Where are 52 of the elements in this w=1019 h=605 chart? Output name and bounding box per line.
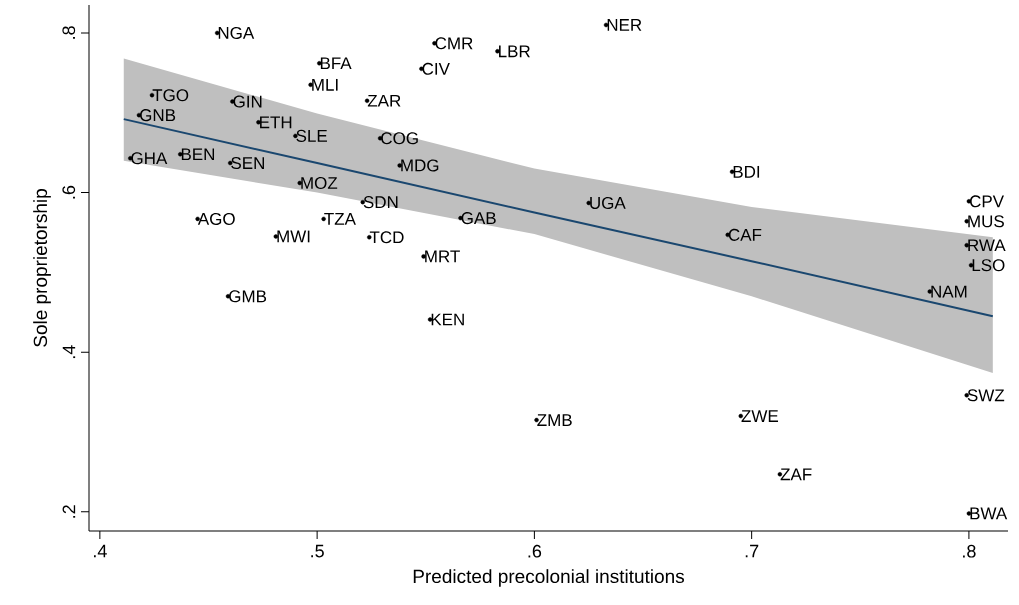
annotation: ZMB [537, 414, 572, 426]
annotation: ZAR [367, 94, 401, 107]
annotation: BFA [320, 57, 352, 70]
annotation: CPV [969, 195, 1004, 208]
annotation: MWI [277, 230, 310, 243]
annotation: MRT [425, 250, 460, 263]
annotation: CAF [728, 228, 762, 241]
annotation: BWA [970, 507, 1008, 520]
y-tick-label: .8 [62, 26, 76, 39]
annotation: GIN [233, 95, 262, 108]
annotation: AGO [197, 212, 235, 225]
annotation: BDI [733, 165, 760, 178]
annotation: SEN [231, 157, 264, 170]
y-tick-label: .6 [62, 185, 76, 199]
annotation: CIV [422, 62, 450, 75]
x-tick-label: .6 [528, 544, 542, 558]
annotation: RWA [968, 239, 1006, 252]
annotation: TZA [324, 213, 356, 225]
annotation: SDN [363, 196, 398, 209]
annotation: SLE [296, 129, 327, 142]
annotation: MUS [968, 215, 1004, 228]
annotation: MOZ [301, 176, 338, 190]
y-tick-label: .4 [62, 345, 76, 359]
annotation: LSO [972, 259, 1005, 272]
annotation: LBR [499, 45, 530, 58]
annotation: BEN [181, 148, 215, 161]
annotation: NGA [218, 26, 255, 39]
annotation: TCD [369, 231, 404, 244]
annotation: TGO [152, 89, 189, 102]
annotation: COG [381, 132, 418, 145]
annotation: GHA [131, 152, 168, 165]
annotation: MLI [312, 78, 338, 91]
annotation: NAM [931, 285, 967, 298]
y-tick-label: .2 [62, 505, 76, 518]
annotation: KEN [431, 313, 464, 326]
annotation: GMB [229, 290, 267, 303]
x-tick-label: .4 [94, 544, 107, 558]
annotation: MDG [401, 159, 439, 172]
x-tick-label: .7 [745, 544, 759, 558]
y-axis-title: Sole proprietorship [33, 189, 51, 347]
annotation: SWZ [967, 389, 1005, 402]
annotation: UGA [590, 196, 626, 209]
annotation: GNB [140, 109, 176, 122]
x-axis-title: Predicted precolonial institutions [413, 569, 684, 587]
x-tick-label: .5 [311, 544, 324, 558]
annotation: ETH [260, 116, 292, 129]
annotation: GAB [461, 212, 496, 225]
annotation: ZAF [780, 468, 812, 481]
annotation: CMR [435, 37, 473, 50]
annotation: NER [607, 19, 642, 31]
annotation: ZWE [741, 410, 779, 422]
x-tick-label: .8 [963, 544, 976, 558]
